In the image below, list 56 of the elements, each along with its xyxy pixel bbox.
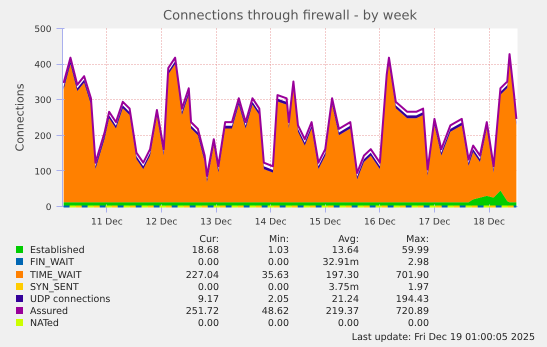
text: 0.00 bbox=[196, 282, 219, 294]
x-tick-label: 16 Dec bbox=[364, 218, 396, 228]
legend-label: UDP connections bbox=[29, 294, 112, 306]
x-tick-label: 15 Dec bbox=[309, 218, 342, 228]
legend-label: Assured bbox=[29, 306, 69, 318]
text: 194.43 bbox=[394, 294, 429, 306]
legend-label: NATed bbox=[29, 318, 60, 331]
text: Min: bbox=[268, 234, 289, 246]
text: Avg: bbox=[337, 234, 359, 246]
text: 3.75m bbox=[328, 282, 359, 294]
text: 0.00 bbox=[266, 318, 289, 331]
text: 59.99 bbox=[400, 245, 429, 258]
y-tick-label: 0 bbox=[46, 203, 52, 213]
text: 35.63 bbox=[260, 270, 289, 282]
text: 13.64 bbox=[330, 245, 359, 258]
text: 9.17 bbox=[196, 294, 219, 306]
chart-title: Connections through firewall - by week bbox=[163, 8, 418, 24]
text: 32.91m bbox=[322, 257, 359, 270]
y-tick-label: 100 bbox=[34, 167, 52, 178]
x-tick-label: 13 Dec bbox=[200, 218, 232, 228]
y-tick-label: 500 bbox=[34, 25, 52, 35]
x-tick-label: 11 Dec bbox=[91, 218, 123, 228]
text: 219.37 bbox=[324, 306, 359, 318]
text: 227.04 bbox=[184, 270, 219, 282]
text: 1.03 bbox=[266, 245, 289, 258]
text: 0.00 bbox=[406, 318, 429, 331]
y-tick-label: 200 bbox=[34, 132, 52, 142]
y-axis-title: Connections bbox=[13, 83, 26, 152]
x-tick-label: 18 Dec bbox=[473, 218, 505, 228]
text: 197.30 bbox=[324, 270, 359, 282]
text: 2.05 bbox=[266, 294, 289, 306]
y-tick-label: 300 bbox=[34, 96, 52, 106]
text: 21.24 bbox=[330, 294, 359, 306]
x-tick-label: 17 Dec bbox=[418, 218, 450, 228]
text: 251.72 bbox=[184, 306, 219, 318]
text: 0.00 bbox=[336, 318, 359, 331]
text: 0.00 bbox=[196, 318, 219, 331]
legend-label: TIME_WAIT bbox=[29, 270, 83, 282]
legend-label: Established bbox=[29, 245, 86, 258]
text: 720.89 bbox=[394, 306, 429, 318]
legend-label: SYN_SENT bbox=[29, 282, 80, 294]
text: 0.00 bbox=[266, 282, 289, 294]
x-tick-label: 12 Dec bbox=[146, 218, 178, 228]
text: 48.62 bbox=[260, 306, 289, 318]
text: 2.98 bbox=[406, 257, 429, 270]
text: 18.68 bbox=[190, 245, 219, 258]
text: 1.97 bbox=[406, 282, 429, 294]
text: Last update: Fri Dec 19 01:00:05 2025 bbox=[350, 330, 535, 344]
text: 0.00 bbox=[266, 257, 289, 270]
text: 701.90 bbox=[394, 270, 429, 282]
text: Cur: bbox=[198, 234, 219, 246]
x-tick-label: 14 Dec bbox=[254, 218, 287, 228]
text: Max: bbox=[405, 234, 429, 246]
text: 0.00 bbox=[196, 257, 219, 270]
y-tick-label: 400 bbox=[34, 60, 52, 71]
legend-label: FIN_WAIT bbox=[29, 257, 76, 270]
